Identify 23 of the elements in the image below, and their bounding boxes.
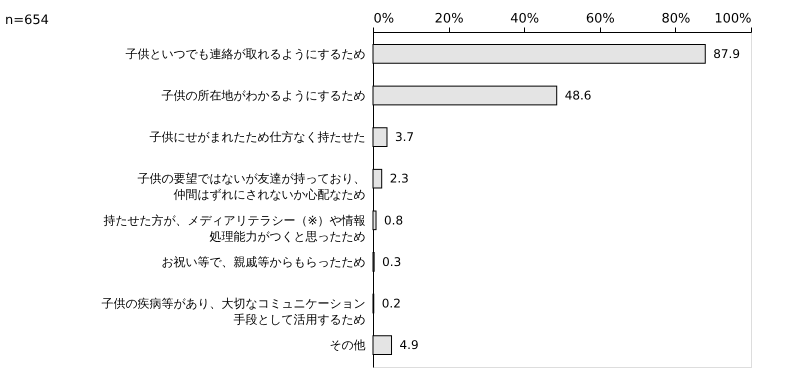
x-tick-label: 40% [510,12,540,26]
x-tick-label: 60% [586,12,615,26]
x-tick-label: 100% [714,12,752,26]
data-label: 0.2 [382,296,401,311]
data-label: 48.6 [564,88,592,102]
y-tick-label: 持たせた方が、メディアリテラシー（※）や情報処理能力がつくと思ったため [103,213,366,244]
y-tick-label: 子供の疾病等があり、大切なコミュニケーション手段として活用するため [102,296,366,327]
data-label: 87.9 [713,46,740,61]
x-tick-label: 20% [434,12,464,26]
text: n=654 [5,13,49,28]
x-tick-label: 80% [661,12,690,26]
y-tick-label: その他 [330,338,366,352]
y-tick-label: お祝い等で、親戚等からもらったため [162,254,366,269]
y-tick-label: 子供にせがまれたため仕方なく持たせた [150,130,366,144]
data-label: 2.3 [390,172,409,186]
y-tick-label: 子供といつでも連絡が取れるようにするため [126,46,366,61]
data-label: 0.8 [384,213,404,228]
data-label: 0.3 [382,254,402,269]
data-label: 3.7 [394,130,414,144]
y-tick-label: 子供の所在地がわかるようにするため [162,88,366,102]
x-tick-label: 0% [374,12,394,26]
y-tick-label: 子供の要望ではないが友達が持っており、仲間はずれにされないか心配なため [138,172,366,202]
data-label: 4.9 [400,338,419,352]
